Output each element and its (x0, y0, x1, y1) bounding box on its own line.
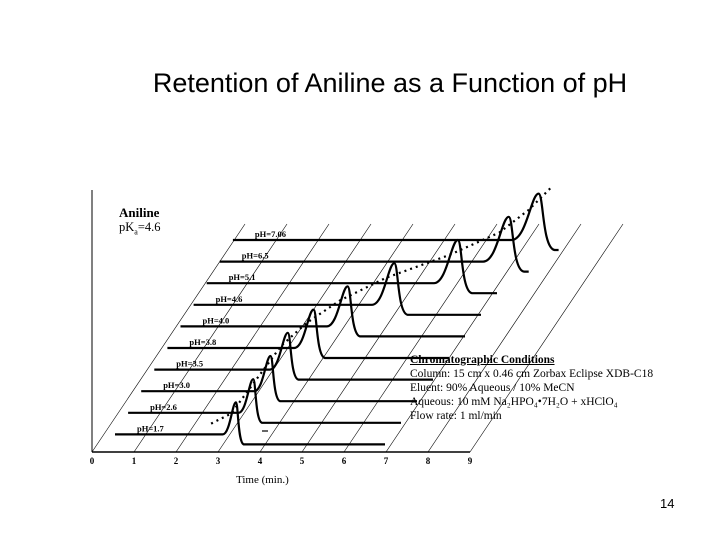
trend-line (210, 187, 552, 425)
series-label: pH=1.7 (137, 423, 165, 433)
series-label: pH=4.0 (203, 315, 230, 325)
trace-pH17 (115, 401, 385, 446)
trace-pH35 (154, 331, 433, 381)
chart-axes (91, 190, 470, 453)
grid-line-4 (259, 223, 414, 453)
trace-pH706 (232, 192, 559, 252)
trace-pH38 (167, 308, 449, 360)
analyte-name: Aniline (119, 205, 160, 220)
conditions-box: Chromatographic Conditions Column: 15 cm… (410, 353, 710, 423)
grid-line-9 (469, 223, 624, 453)
trace-pH51 (206, 238, 497, 295)
series-label: pH=3.0 (163, 380, 190, 390)
page-number: 14 (660, 496, 675, 511)
x-tick-label: 2 (174, 456, 179, 466)
trace-pH26 (128, 378, 401, 424)
series-label: pH=2.6 (150, 402, 177, 412)
x-tick-label: 1 (132, 456, 137, 466)
grid-line-0 (91, 223, 246, 453)
trace-pH46 (193, 262, 481, 316)
series-label: pH=3.8 (189, 337, 216, 347)
x-tick-label: 8 (426, 456, 431, 466)
trace-pH65 (219, 215, 529, 273)
x-tick-label: 9 (468, 456, 473, 466)
trace-pH30 (141, 354, 417, 403)
conditions-aqueous: Aqueous: 10 mM Na₂HPO₄•7H₂O + xHClO₄ (410, 396, 618, 408)
chart-traces (115, 187, 559, 446)
series-label: pH=3.5 (176, 359, 203, 369)
series-label: pH=5.1 (229, 272, 256, 282)
series-label: pH=7.06 (255, 229, 286, 239)
grid-line-8 (427, 223, 582, 453)
series-label: pH=6.5 (242, 251, 269, 261)
conditions-heading: Chromatographic Conditions (410, 354, 555, 366)
x-tick-label: 0 (90, 456, 95, 466)
chart-labels: 0 1 2 3 4 5 6 7 8 9 pH=1.7 pH=2.6 pH=3.0 pH=3.5 pH=3.8… (90, 229, 473, 466)
analyte-info: Aniline pKa=4.6 (119, 205, 161, 240)
x-axis-label: Time (min.) (236, 474, 289, 486)
grid-line-7 (385, 223, 540, 453)
conditions-eluent: Eluent: 90% Aqueous / 10% MeCN (410, 382, 575, 394)
series-label: pH=4.6 (216, 294, 243, 304)
x-tick-label: 7 (384, 456, 389, 466)
x-tick-label: 5 (300, 456, 305, 466)
conditions-column: Column: 15 cm x 0.46 cm Zorbax Eclipse X… (410, 368, 654, 380)
analyte-pka: pKa=4.6 (119, 220, 161, 237)
x-tick-label: 4 (258, 456, 263, 466)
x-tick-label: 6 (342, 456, 347, 466)
conditions-flow: Flow rate: 1 ml/min (410, 410, 502, 422)
x-tick-label: 3 (216, 456, 221, 466)
trace-pH40 (180, 285, 465, 338)
slide-title: Retention of Aniline as a Function of pH (152, 68, 628, 98)
